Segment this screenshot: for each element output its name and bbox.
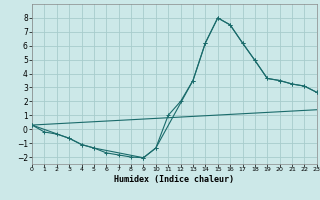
X-axis label: Humidex (Indice chaleur): Humidex (Indice chaleur) bbox=[115, 175, 234, 184]
